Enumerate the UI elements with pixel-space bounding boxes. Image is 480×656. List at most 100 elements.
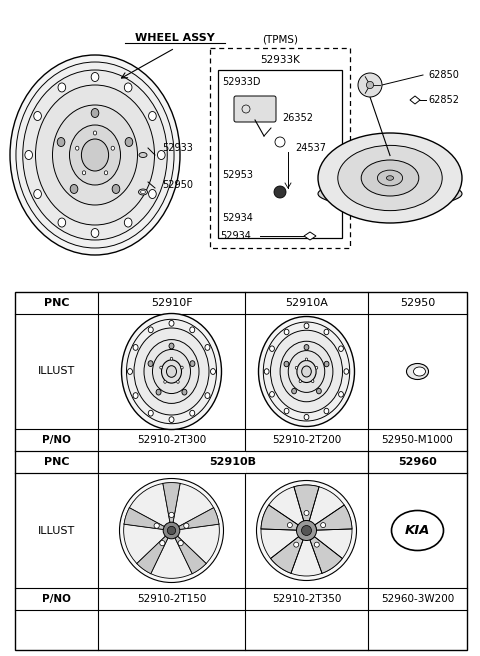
Circle shape	[160, 541, 165, 546]
Ellipse shape	[93, 131, 96, 135]
Ellipse shape	[57, 138, 65, 146]
Text: 52910A: 52910A	[285, 298, 328, 308]
Ellipse shape	[304, 344, 309, 350]
Ellipse shape	[139, 189, 147, 195]
Circle shape	[321, 523, 325, 527]
Ellipse shape	[264, 369, 269, 375]
Circle shape	[168, 526, 176, 535]
Text: 52953: 52953	[222, 170, 253, 180]
Ellipse shape	[124, 218, 132, 227]
Ellipse shape	[91, 73, 99, 81]
Ellipse shape	[407, 363, 429, 380]
Ellipse shape	[134, 328, 209, 415]
Ellipse shape	[392, 510, 444, 550]
Text: 52950: 52950	[162, 180, 193, 190]
Polygon shape	[98, 451, 245, 473]
Text: 26352: 26352	[282, 113, 313, 123]
Ellipse shape	[211, 369, 216, 375]
Polygon shape	[310, 537, 342, 573]
Ellipse shape	[284, 408, 289, 414]
Ellipse shape	[70, 125, 120, 185]
Ellipse shape	[149, 112, 156, 121]
Circle shape	[294, 542, 299, 547]
Ellipse shape	[148, 410, 153, 416]
Text: 52933D: 52933D	[222, 77, 261, 87]
Circle shape	[120, 478, 224, 583]
Circle shape	[314, 542, 319, 547]
Circle shape	[154, 523, 159, 528]
Ellipse shape	[139, 152, 147, 157]
Ellipse shape	[318, 133, 462, 223]
Ellipse shape	[121, 314, 221, 430]
Text: 52933K: 52933K	[260, 55, 300, 65]
Ellipse shape	[315, 367, 318, 369]
Circle shape	[288, 523, 292, 527]
Ellipse shape	[304, 323, 309, 329]
Ellipse shape	[361, 160, 419, 196]
Ellipse shape	[338, 146, 442, 211]
Circle shape	[297, 520, 316, 541]
Ellipse shape	[124, 83, 132, 92]
Ellipse shape	[264, 322, 350, 421]
Polygon shape	[294, 485, 319, 521]
Polygon shape	[137, 535, 168, 573]
Circle shape	[256, 480, 357, 581]
Ellipse shape	[148, 327, 153, 333]
Ellipse shape	[34, 190, 41, 199]
Text: WHEEL ASSY: WHEEL ASSY	[135, 33, 215, 43]
Polygon shape	[304, 232, 316, 240]
Ellipse shape	[288, 350, 325, 392]
Text: ILLUST: ILLUST	[38, 525, 75, 535]
Ellipse shape	[16, 62, 174, 248]
Text: PNC: PNC	[44, 457, 69, 467]
Text: 52910B: 52910B	[209, 457, 256, 467]
Text: PNC: PNC	[44, 298, 69, 308]
Circle shape	[124, 483, 219, 579]
Text: 52933: 52933	[162, 143, 193, 153]
Text: (TPMS): (TPMS)	[262, 35, 298, 45]
Text: 52960: 52960	[398, 457, 437, 467]
Polygon shape	[271, 537, 303, 573]
Ellipse shape	[338, 392, 343, 397]
Ellipse shape	[58, 218, 66, 227]
Ellipse shape	[161, 360, 181, 383]
Ellipse shape	[182, 389, 187, 395]
Ellipse shape	[149, 190, 156, 199]
Polygon shape	[163, 483, 180, 523]
Ellipse shape	[180, 366, 183, 369]
Ellipse shape	[190, 327, 195, 333]
Ellipse shape	[270, 346, 275, 352]
Ellipse shape	[125, 138, 133, 146]
Ellipse shape	[141, 190, 145, 194]
Ellipse shape	[299, 380, 301, 382]
Ellipse shape	[190, 361, 195, 367]
Ellipse shape	[52, 105, 137, 205]
Ellipse shape	[271, 330, 343, 413]
Ellipse shape	[91, 108, 99, 117]
Text: 52934: 52934	[220, 231, 251, 241]
Ellipse shape	[324, 329, 329, 335]
Text: 24537: 24537	[295, 143, 326, 153]
Ellipse shape	[170, 358, 173, 360]
Circle shape	[163, 522, 180, 539]
Bar	[218, 70, 342, 238]
Ellipse shape	[413, 367, 425, 376]
Ellipse shape	[58, 83, 66, 92]
Polygon shape	[261, 505, 298, 530]
Ellipse shape	[205, 393, 210, 398]
Text: KIA: KIA	[405, 524, 430, 537]
Polygon shape	[124, 508, 165, 529]
Ellipse shape	[324, 361, 329, 367]
Circle shape	[358, 73, 382, 97]
Ellipse shape	[318, 180, 462, 207]
Ellipse shape	[386, 176, 394, 180]
Ellipse shape	[169, 343, 174, 349]
Ellipse shape	[169, 321, 174, 326]
Circle shape	[301, 525, 312, 535]
Text: 52910F: 52910F	[151, 298, 192, 308]
Bar	[210, 48, 350, 248]
Ellipse shape	[36, 85, 155, 225]
Text: P/NO: P/NO	[42, 594, 71, 604]
Ellipse shape	[91, 228, 99, 237]
Text: 62852: 62852	[428, 95, 459, 105]
